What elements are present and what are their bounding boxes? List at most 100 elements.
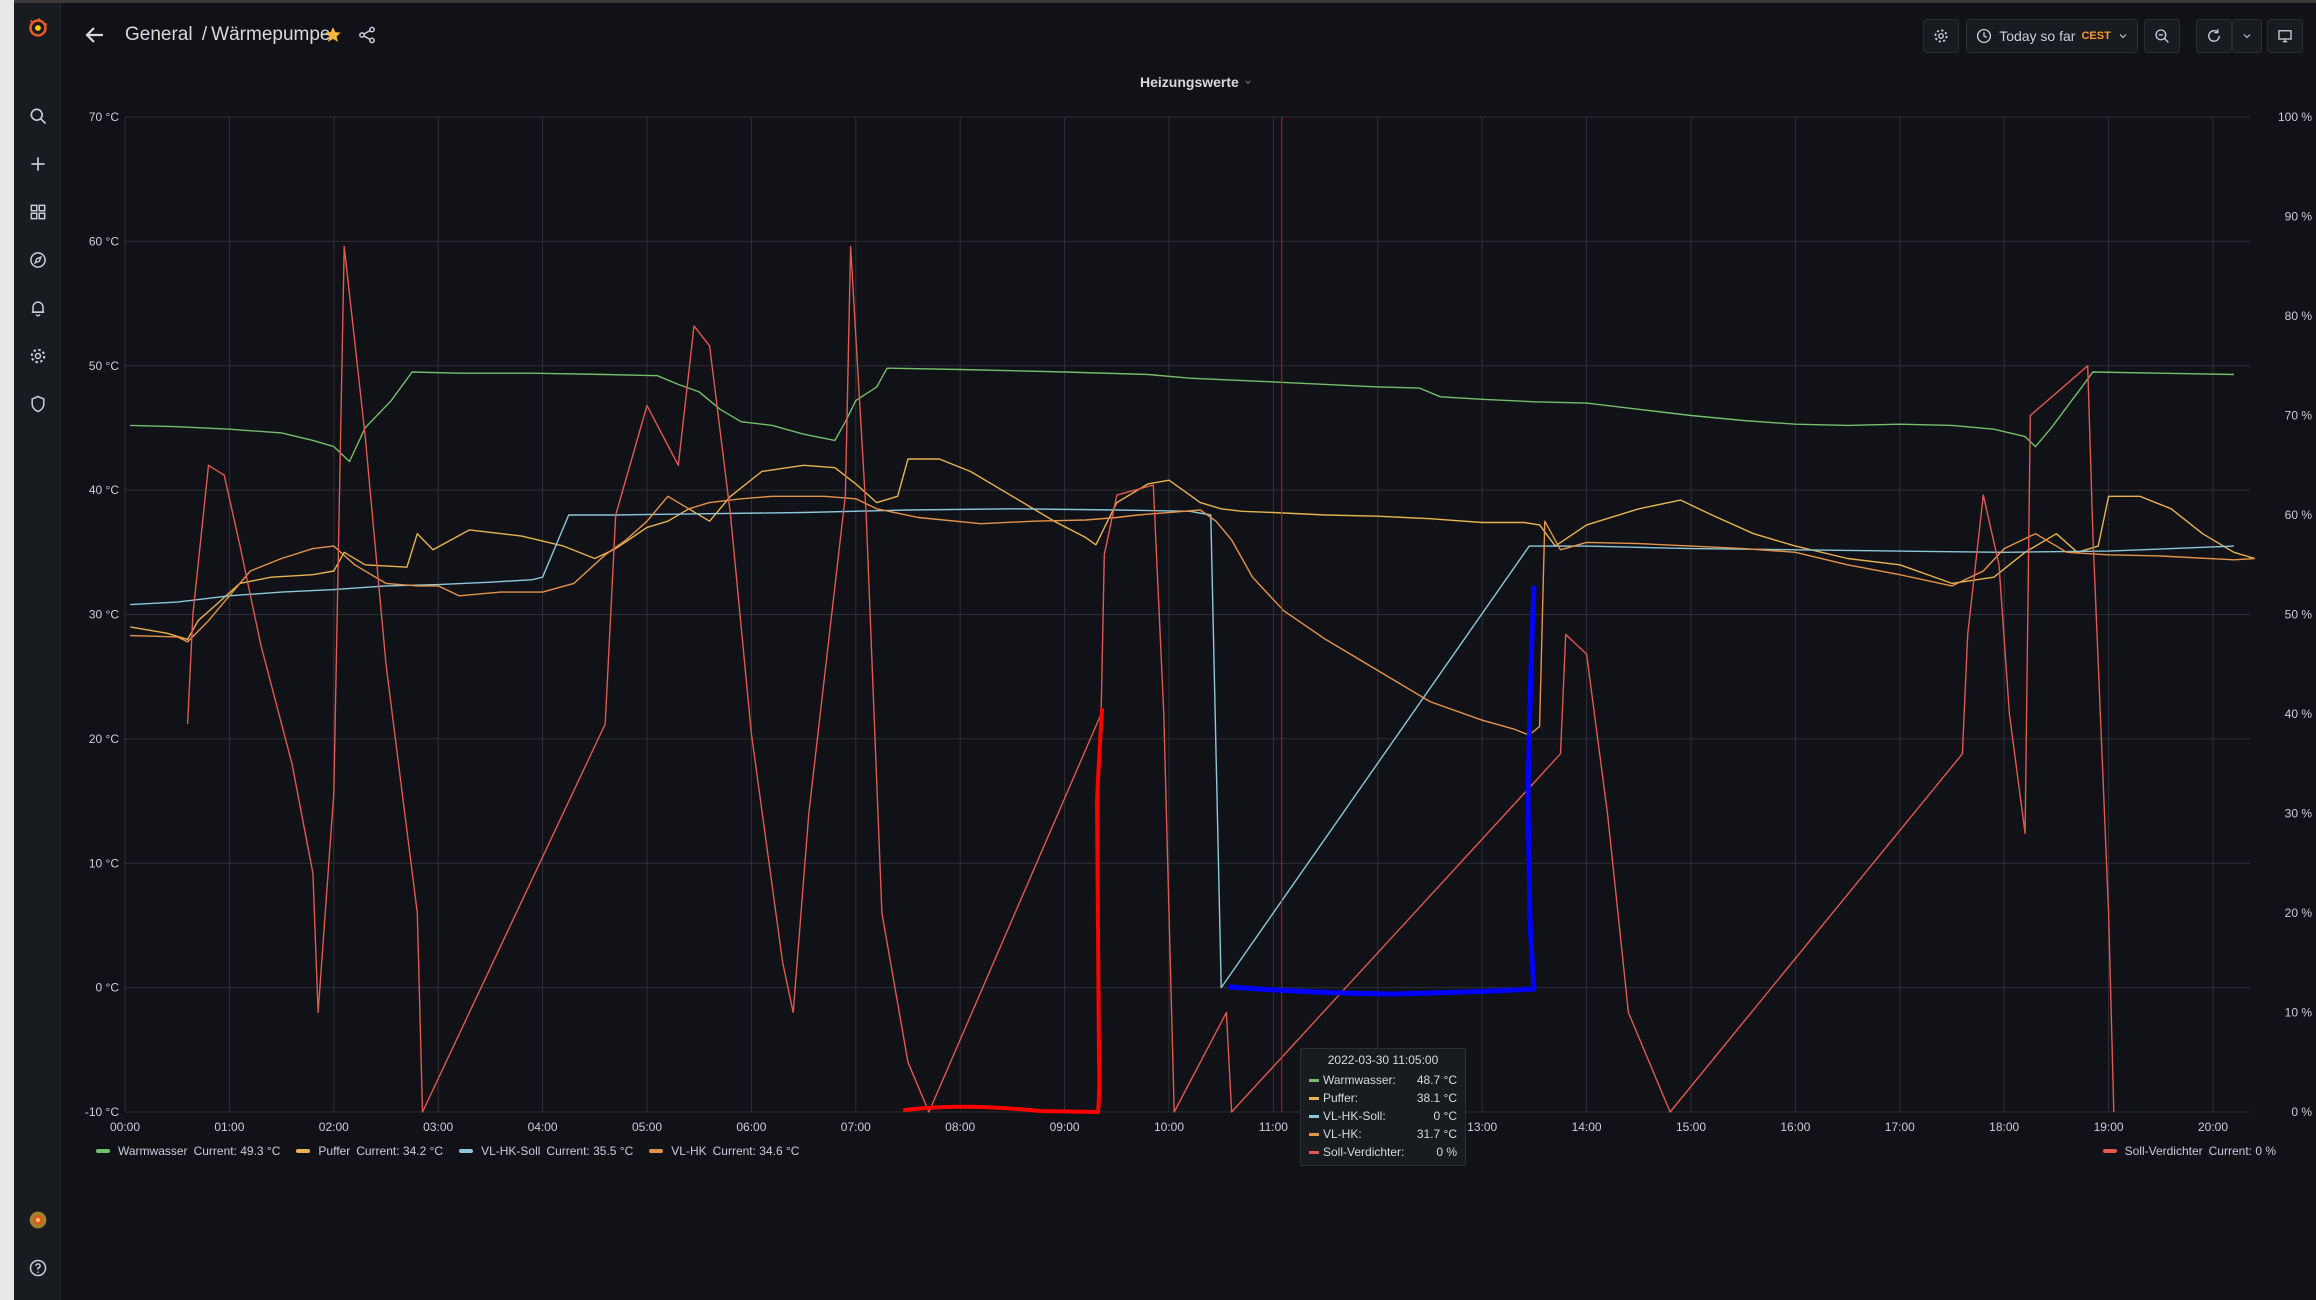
tooltip-swatch — [1309, 1096, 1319, 1100]
tooltip-swatch — [1309, 1150, 1319, 1154]
dashboard-title[interactable]: Wärmepumpe — [211, 24, 331, 45]
timezone-badge: CEST — [2081, 30, 2111, 42]
x-tick: 03:00 — [423, 1120, 453, 1134]
y-tick-left: 60 °C — [89, 234, 119, 248]
refresh-icon — [2208, 29, 2220, 42]
x-tick: 09:00 — [1050, 1120, 1080, 1134]
time-range-picker[interactable]: Today so far CEST — [1966, 19, 2138, 53]
server-admin-shield-icon[interactable] — [27, 393, 49, 415]
panel-title[interactable]: Heizungswerte — [1140, 74, 1253, 90]
tooltip-series-name: Warmwasser: — [1323, 1073, 1396, 1087]
tooltip-time: 2022-03-30 11:05:00 — [1327, 1053, 1439, 1067]
hover-tooltip: 2022-03-30 11:05:00 Warmwasser: 48.7 °C Pu… — [1300, 1048, 1466, 1166]
dashboard-settings-button[interactable] — [1923, 19, 1959, 53]
legend-current-value: Current: 0 % — [2208, 1144, 2276, 1158]
dashboards-icon[interactable] — [27, 201, 49, 223]
series-line-puffer — [130, 458, 2255, 641]
tooltip-row: VL-HK-Soll: 0 °C — [1309, 1107, 1457, 1125]
time-range-label: Today so far — [1999, 28, 2076, 44]
breadcrumb-separator: / — [201, 24, 208, 45]
x-tick: 01:00 — [214, 1120, 244, 1134]
plus-icon[interactable] — [27, 153, 49, 175]
breadcrumb-folder[interactable]: General — [125, 24, 193, 45]
tooltip-swatch — [1309, 1078, 1319, 1082]
legend-swatch — [459, 1149, 474, 1153]
y-tick-right: 90 % — [2285, 210, 2313, 224]
blue-annotation-stroke — [1227, 585, 1537, 997]
x-tick: 20:00 — [2198, 1120, 2228, 1134]
chevron-down-icon — [2119, 34, 2127, 39]
y-tick-left: 70 °C — [89, 110, 119, 124]
y-tick-right: 30 % — [2285, 807, 2313, 821]
y-tick-right: 20 % — [2285, 906, 2313, 920]
refresh-interval-dropdown[interactable] — [2232, 19, 2262, 53]
legend-swatch — [649, 1149, 664, 1153]
legend-swatch — [96, 1149, 110, 1153]
y-tick-right: 60 % — [2285, 508, 2313, 522]
panel-menu-chevron-icon — [1244, 80, 1251, 84]
y-tick-right: 100 % — [2278, 110, 2312, 124]
legend-series-name: VL-HK-Soll — [481, 1144, 541, 1158]
tooltip-row: Puffer: 38.1 °C — [1309, 1089, 1457, 1107]
user-avatar-icon[interactable] — [27, 1209, 49, 1231]
legend-series-name: VL-HK — [671, 1144, 707, 1158]
y-tick-left: 40 °C — [89, 483, 119, 497]
series-line-vl-hk — [130, 495, 2255, 736]
y-tick-right: 0 % — [2291, 1105, 2312, 1119]
grafana-logo-icon[interactable] — [27, 17, 49, 39]
help-icon[interactable] — [27, 1257, 49, 1279]
x-tick: 07:00 — [841, 1120, 871, 1134]
share-icon[interactable] — [357, 25, 377, 45]
chevron-down-icon — [2243, 34, 2251, 39]
favorite-star-icon[interactable] — [323, 25, 343, 45]
alerting-bell-icon[interactable] — [27, 297, 49, 319]
x-tick: 08:00 — [945, 1120, 975, 1134]
x-tick: 16:00 — [1780, 1120, 1810, 1134]
tooltip-row: VL-HK: 31.7 °C — [1309, 1125, 1457, 1143]
zoom-out-button[interactable] — [2144, 19, 2180, 53]
y-tick-left: 50 °C — [89, 359, 119, 373]
red-annotation-stroke — [903, 708, 1104, 1114]
y-tick-left: 30 °C — [89, 608, 119, 622]
legend-item-vl-hk-soll[interactable]: VL-HK-Soll Current: 35.5 °C — [459, 1144, 633, 1158]
back-arrow-icon[interactable] — [83, 23, 107, 47]
legend-item-puffer[interactable]: Puffer Current: 34.2 °C — [296, 1144, 443, 1158]
series-line-soll-verdichter — [186, 245, 2115, 1113]
tooltip-series-value: 48.7 °C — [1416, 1073, 1457, 1087]
legend-item-soll-verdichter[interactable]: Soll-Verdichter Current: 0 % — [2102, 1144, 2276, 1158]
legend-series-name: Puffer — [318, 1144, 351, 1158]
heizungswerte-timeseries-chart[interactable]: -10 °C 0 °C 10 °C 20 °C 30 °C 40 °C 50 °C 60 °C… — [60, 100, 2316, 1140]
y-tick-left: -10 °C — [85, 1105, 119, 1119]
legend-item-warmwasser[interactable]: Warmwasser Current: 49.3 °C — [96, 1144, 280, 1158]
y-tick-right: 70 % — [2285, 409, 2313, 423]
x-tick: 02:00 — [319, 1120, 349, 1134]
refresh-button[interactable] — [2196, 19, 2232, 53]
tooltip-series-value: 0 °C — [1433, 1109, 1457, 1123]
legend-left: Warmwasser Current: 49.3 °C Puffer Current:… — [96, 1142, 815, 1160]
y-tick-left: 10 °C — [89, 856, 119, 870]
configuration-gear-icon[interactable] — [27, 345, 49, 367]
legend-current-value: Current: 49.3 °C — [193, 1144, 281, 1158]
x-tick: 19:00 — [2094, 1120, 2124, 1134]
legend-swatch — [296, 1149, 311, 1153]
legend-right: Soll-Verdichter Current: 0 % — [2102, 1142, 2292, 1160]
x-tick: 04:00 — [528, 1120, 558, 1134]
tooltip-series-name: Soll-Verdichter: — [1323, 1145, 1405, 1159]
y-tick-left: 20 °C — [89, 732, 119, 746]
tooltip-series-value: 31.7 °C — [1416, 1127, 1457, 1141]
tv-mode-button[interactable] — [2267, 19, 2303, 53]
explore-compass-icon[interactable] — [27, 249, 49, 271]
x-tick: 06:00 — [736, 1120, 766, 1134]
legend-series-name: Warmwasser — [118, 1144, 188, 1158]
legend-current-value: Current: 34.2 °C — [356, 1144, 444, 1158]
legend-current-value: Current: 34.6 °C — [712, 1144, 800, 1158]
tooltip-series-name: VL-HK-Soll: — [1323, 1109, 1386, 1123]
monitor-icon — [2278, 30, 2292, 43]
legend-item-vl-hk[interactable]: VL-HK Current: 34.6 °C — [649, 1144, 799, 1158]
x-tick: 17:00 — [1885, 1120, 1915, 1134]
tooltip-series-value: 0 % — [1436, 1145, 1457, 1159]
legend-swatch — [2102, 1149, 2117, 1153]
y-tick-right: 80 % — [2285, 309, 2313, 323]
search-icon[interactable] — [27, 105, 49, 127]
tooltip-row: Soll-Verdichter: 0 % — [1309, 1143, 1457, 1161]
